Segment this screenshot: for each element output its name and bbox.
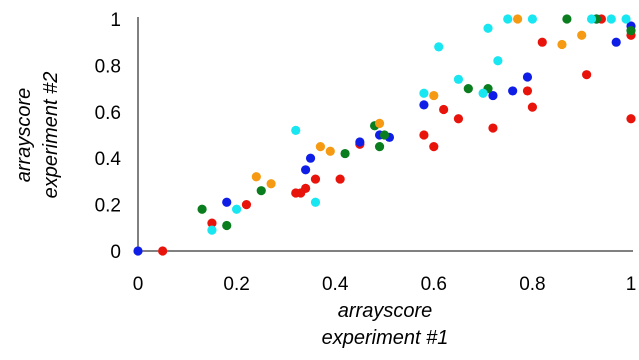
data-point-blue xyxy=(305,153,316,163)
data-point-green xyxy=(197,204,207,214)
data-point-red xyxy=(158,246,168,256)
data-point-cyan xyxy=(232,204,242,214)
data-point-orange xyxy=(557,39,567,50)
data-point-red xyxy=(419,130,429,140)
data-points xyxy=(133,14,636,256)
x-axis-title-line-2: experiment #1 xyxy=(322,327,449,349)
data-point-green xyxy=(463,84,473,94)
data-point-cyan xyxy=(606,14,616,24)
data-point-red xyxy=(626,114,636,124)
data-point-cyan xyxy=(310,197,321,207)
data-point-orange xyxy=(374,118,385,128)
y-tick-label: 1 xyxy=(110,10,121,31)
x-axis-title-line-1: arrayscore xyxy=(338,300,432,322)
data-point-blue xyxy=(488,90,498,101)
data-point-green xyxy=(374,142,385,152)
data-point-cyan xyxy=(434,42,444,52)
data-point-orange xyxy=(325,146,335,156)
data-point-blue xyxy=(222,197,232,207)
data-point-green xyxy=(340,148,350,159)
y-tick-label: 0.2 xyxy=(95,196,121,217)
data-point-cyan xyxy=(291,125,301,135)
data-point-orange xyxy=(513,14,523,24)
data-point-red xyxy=(241,200,252,210)
data-point-green xyxy=(222,220,232,231)
data-point-orange xyxy=(429,90,439,101)
x-tick-label: 0.6 xyxy=(421,274,447,295)
data-point-cyan xyxy=(621,14,631,24)
data-point-red xyxy=(301,183,311,193)
data-point-blue xyxy=(419,100,429,110)
data-point-green xyxy=(626,26,636,36)
data-point-cyan xyxy=(586,14,597,24)
data-point-orange xyxy=(577,30,587,40)
x-tick-labels: 0 0.2 0.4 0.6 0.8 1 xyxy=(133,274,637,295)
data-point-red xyxy=(527,102,538,112)
data-point-red xyxy=(335,174,345,184)
x-tick-label: 0 xyxy=(133,274,144,295)
data-point-red xyxy=(488,123,498,133)
y-tick-labels: 0 0.2 0.4 0.6 0.8 1 xyxy=(95,10,122,263)
data-point-cyan xyxy=(503,14,513,24)
data-point-orange xyxy=(266,179,276,189)
data-point-cyan xyxy=(493,56,503,66)
data-point-red xyxy=(207,218,217,228)
data-point-blue xyxy=(133,246,143,256)
data-point-red xyxy=(439,104,449,115)
data-point-red xyxy=(429,142,439,152)
x-tick-label: 1 xyxy=(626,274,637,295)
data-point-blue xyxy=(508,86,518,96)
y-axis-title-group: arrayscore xyxy=(13,88,35,182)
data-point-red xyxy=(522,86,533,96)
data-point-cyan xyxy=(207,225,217,235)
y-axis-title-line-2: experiment #2 xyxy=(40,72,62,199)
data-point-red xyxy=(537,37,547,47)
data-point-green xyxy=(379,130,390,140)
x-tick-label: 0.4 xyxy=(322,274,349,295)
data-point-orange xyxy=(315,142,326,152)
data-point-cyan xyxy=(483,23,493,33)
y-axis-title-group-2: experiment #2 xyxy=(40,72,62,199)
y-tick-label: 0.4 xyxy=(95,149,122,170)
data-point-red xyxy=(453,114,464,124)
data-point-red xyxy=(310,174,321,184)
data-point-red xyxy=(582,70,592,80)
data-point-green xyxy=(562,14,572,24)
data-point-cyan xyxy=(419,88,429,98)
y-axis-title-line-1: arrayscore xyxy=(13,88,35,182)
data-point-orange xyxy=(251,172,261,182)
x-tick-label: 0.8 xyxy=(519,274,545,295)
data-point-blue xyxy=(611,37,621,47)
data-point-cyan xyxy=(453,74,464,84)
y-tick-label: 0.6 xyxy=(95,103,121,124)
data-point-blue xyxy=(301,165,311,175)
data-point-green xyxy=(256,186,266,196)
x-tick-label: 0.2 xyxy=(223,274,249,295)
y-tick-label: 0 xyxy=(110,242,121,263)
data-point-blue xyxy=(355,137,365,147)
axes xyxy=(137,17,633,252)
y-tick-label: 0.8 xyxy=(95,56,121,77)
data-point-cyan xyxy=(527,14,538,24)
data-point-blue xyxy=(522,72,533,82)
data-point-cyan xyxy=(478,88,488,98)
